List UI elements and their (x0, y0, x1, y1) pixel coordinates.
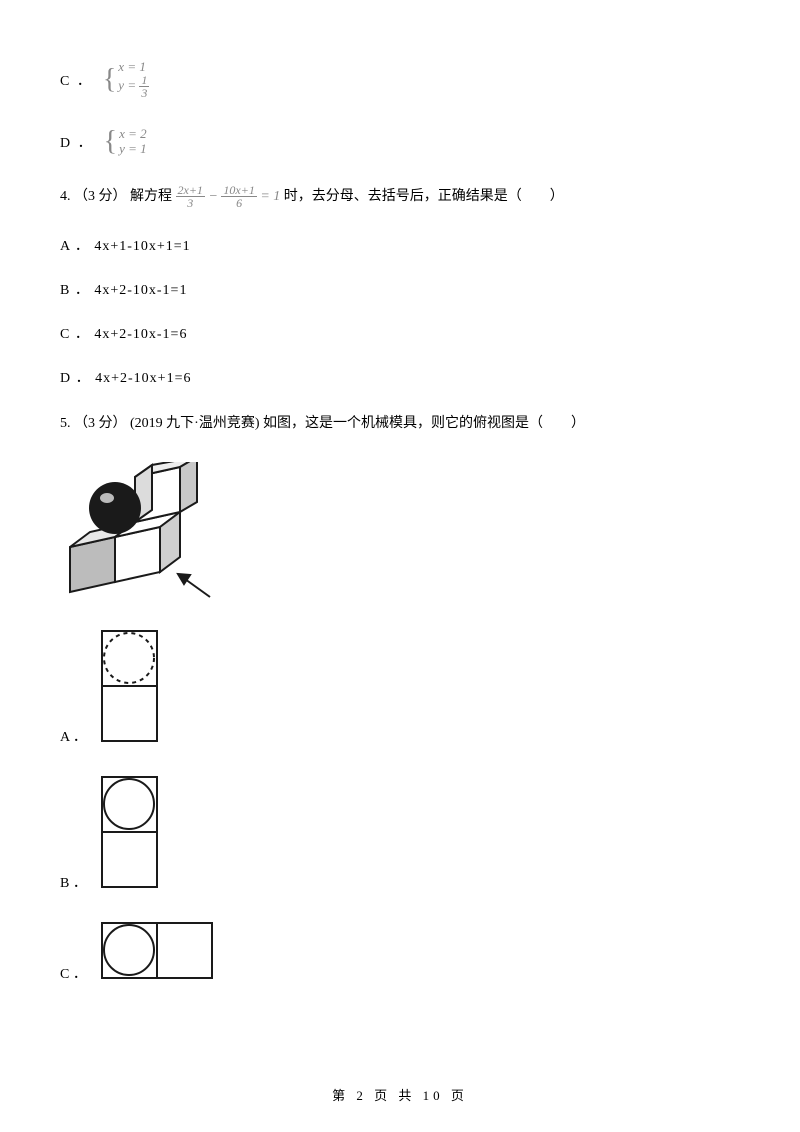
eq-line: x = 2 (119, 127, 147, 141)
q3-option-d: D ． { x = 2 y = 1 (60, 127, 740, 156)
option-label: D ． (60, 132, 94, 152)
fraction: 1 3 (139, 74, 149, 99)
eq-line: y = 1 (119, 142, 147, 156)
brace-icon: { (104, 128, 117, 156)
q4-option-d: D ． 4x+2-10x+1=6 (60, 367, 740, 387)
equation-system: x = 1 y = 1 3 (118, 60, 149, 99)
eq-line: x = 1 (118, 60, 149, 74)
fraction: 2x+1 3 (176, 184, 205, 209)
option-a-figure (97, 626, 167, 746)
option-label: C ． (60, 963, 87, 983)
question-4: 4. （3 分） 解方程 2x+1 3 − 10x+1 6 = 1 时，去分母、… (60, 184, 740, 209)
q4-prefix: 4. （3 分） 解方程 (60, 189, 176, 204)
option-label: B ． (60, 872, 87, 892)
q5-option-b: B ． (60, 772, 740, 892)
option-label: C ． (60, 70, 93, 90)
fraction: 10x+1 6 (221, 184, 256, 209)
option-b-figure (97, 772, 167, 892)
page-footer: 第 2 页 共 10 页 (0, 1085, 800, 1104)
brace-icon: { (103, 66, 116, 94)
q5-option-c: C ． (60, 918, 740, 983)
option-c-figure (97, 918, 227, 983)
q4-option-a: A ． 4x+1-10x+1=1 (60, 235, 740, 255)
equation-system: x = 2 y = 1 (119, 127, 147, 156)
q4-suffix: 时，去分母、去括号后，正确结果是（ ） (284, 189, 564, 204)
eq-line: y = 1 3 (118, 74, 149, 99)
q3-option-c: C ． { x = 1 y = 1 3 (60, 60, 740, 99)
q4-equation: 2x+1 3 − 10x+1 6 = 1 (176, 189, 284, 204)
q4-option-c: C ． 4x+2-10x-1=6 (60, 323, 740, 343)
q4-option-b: B ． 4x+2-10x-1=1 (60, 279, 740, 299)
q5-figure (60, 462, 230, 602)
q5-option-a: A ． (60, 626, 740, 746)
question-5: 5. （3 分） (2019 九下·温州竞赛) 如图，这是一个机械模具，则它的俯… (60, 411, 740, 436)
option-label: A ． (60, 726, 87, 746)
